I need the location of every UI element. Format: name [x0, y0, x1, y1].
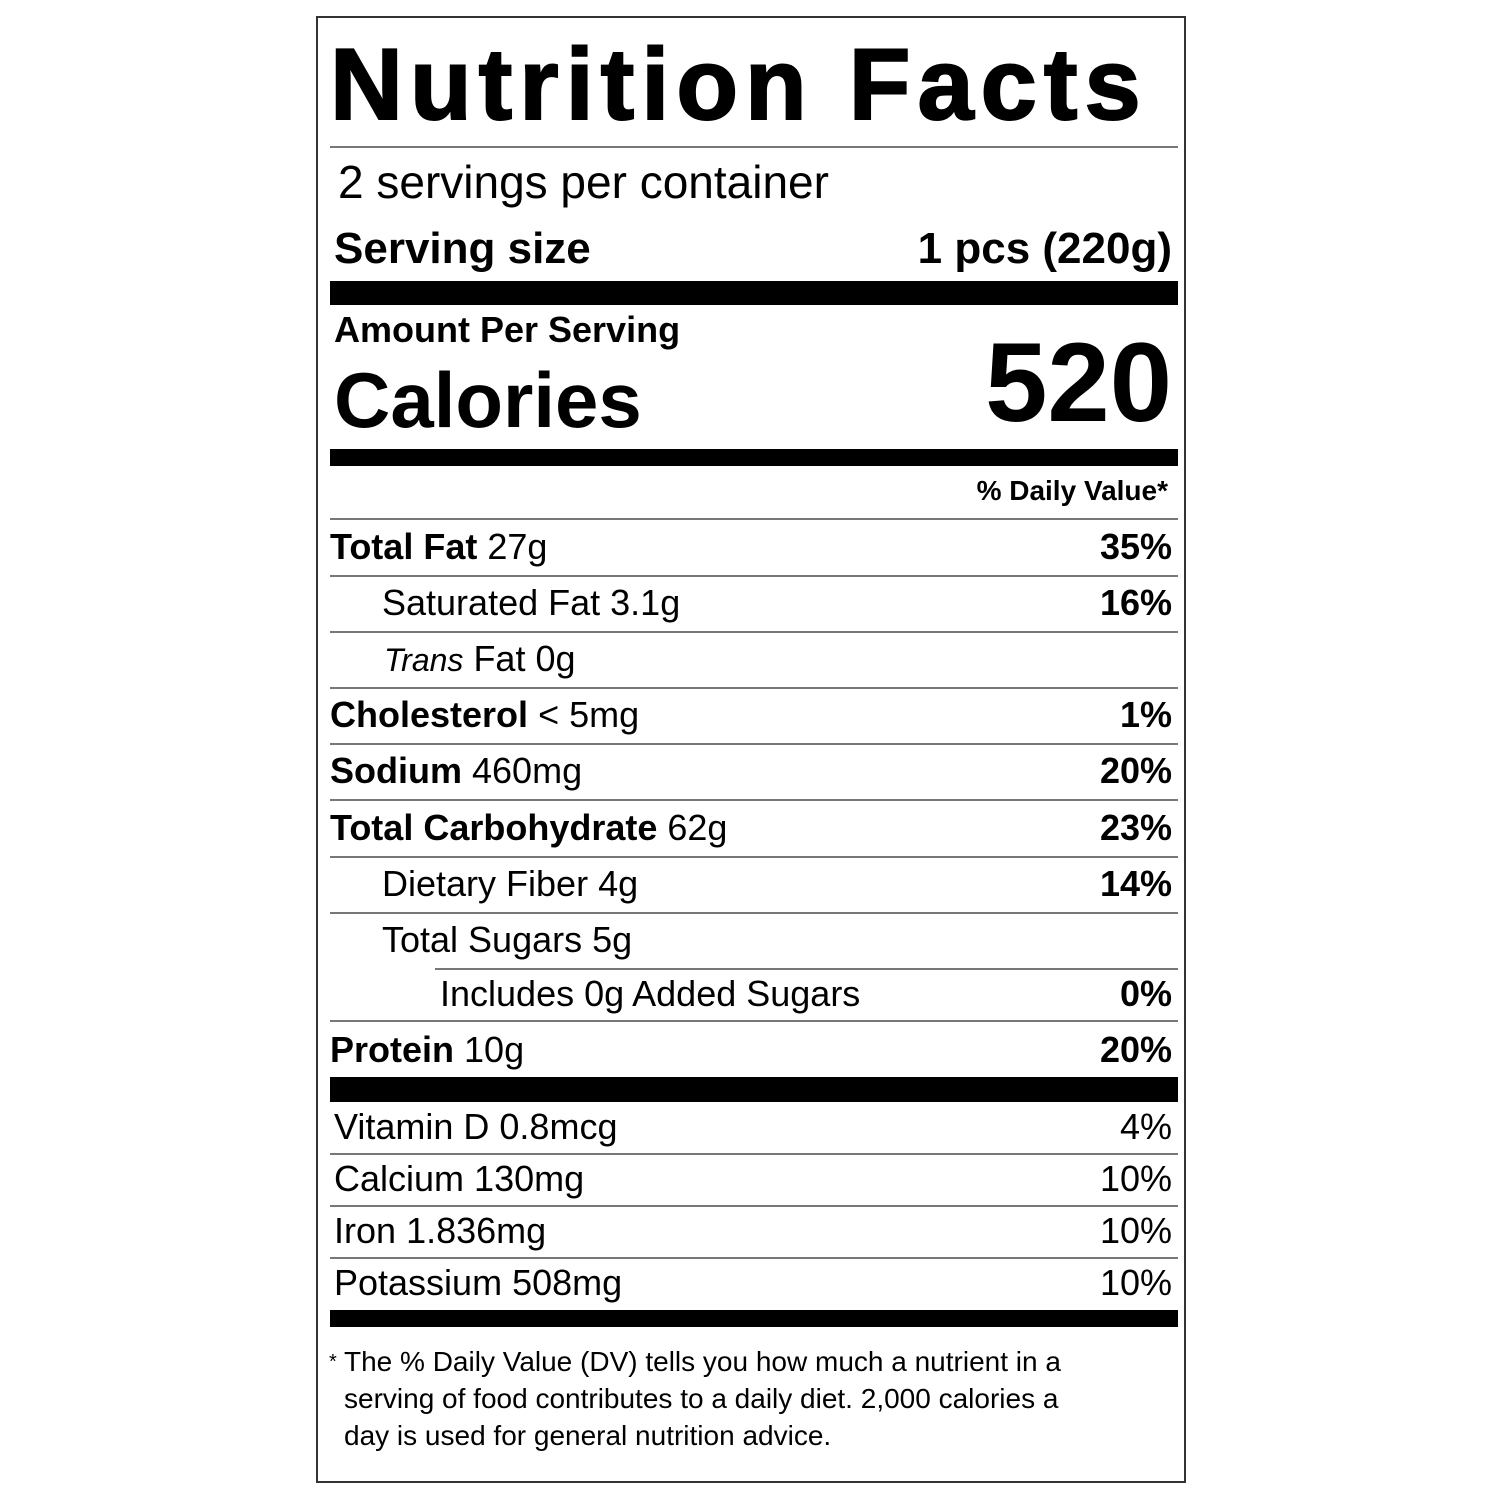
vitamin-amount: 1.836mg [406, 1210, 547, 1251]
nutrient-percent: 20% [1099, 1029, 1172, 1070]
amount-per-serving: Amount Per Serving [334, 309, 681, 350]
nutrient-percent: 1% [1119, 694, 1172, 735]
serving-size-label: Serving size [334, 224, 591, 273]
footnote-line: serving of food contributes to a daily d… [344, 1383, 1059, 1414]
divider [435, 968, 1178, 970]
vitamin-percent: 10% [1099, 1210, 1172, 1251]
footnote: The % Daily Value (DV) tells you how muc… [344, 1343, 1061, 1454]
footnote-asterisk: * [329, 1351, 337, 1373]
divider [330, 1020, 1178, 1022]
nutrient-amount: 62g [667, 807, 728, 848]
vitamin-percent: 10% [1099, 1158, 1172, 1199]
vitamin-percent: 10% [1099, 1262, 1172, 1303]
nutrient-row-sodium: Sodium 460mg 20% [330, 750, 1172, 791]
nutrient-amount: 4g [598, 863, 639, 904]
nutrient-name: Dietary Fiber [382, 863, 589, 904]
thick-divider [330, 449, 1178, 466]
nutrient-amount: < 5mg [538, 694, 640, 735]
thick-divider [330, 1077, 1178, 1102]
divider [330, 518, 1178, 520]
nutrient-percent: 14% [1099, 863, 1172, 904]
calories-label: Calories [334, 356, 642, 444]
daily-value-header: % Daily Value* [976, 475, 1168, 506]
nutrient-row-cholesterol: Cholesterol < 5mg 1% [330, 694, 1172, 735]
divider [330, 1257, 1178, 1259]
divider [330, 856, 1178, 858]
thick-divider [330, 281, 1178, 305]
vitamin-row-potassium: Potassium 508mg 10% [334, 1262, 1172, 1303]
vitamin-row-calcium: Calcium 130mg 10% [334, 1158, 1172, 1199]
divider [330, 146, 1178, 148]
nutrient-name: Protein [330, 1029, 455, 1070]
nutrient-percent: 16% [1099, 582, 1172, 623]
nutrient-percent: 35% [1099, 526, 1172, 567]
divider [330, 912, 1178, 914]
vitamin-row-iron: Iron 1.836mg 10% [334, 1210, 1172, 1251]
nutrient-amount: 10g [464, 1029, 525, 1070]
vitamin-name: Calcium [334, 1158, 465, 1199]
vitamin-name: Iron [334, 1210, 397, 1251]
nutrient-amount: 460mg [472, 750, 583, 791]
serving-size-row: Serving size 1 pcs (220g) [334, 224, 1172, 273]
nutrient-row-dietary-fiber: Dietary Fiber 4g 14% [382, 863, 1172, 904]
thick-divider [330, 1310, 1178, 1327]
nutrient-percent: 0% [1119, 973, 1172, 1014]
nutrient-name: Fat [473, 638, 526, 679]
nutrition-label-frame [316, 16, 1186, 1483]
nutrient-row-total-sugars: Total Sugars 5g [382, 919, 1172, 960]
divider [330, 575, 1178, 577]
footnote-line: The % Daily Value (DV) tells you how muc… [344, 1346, 1061, 1377]
nutrient-percent: 20% [1099, 750, 1172, 791]
vitamin-percent: 4% [1119, 1106, 1172, 1147]
footnote-line: day is used for general nutrition advice… [344, 1420, 832, 1451]
nutrient-row-added-sugars: Includes 0g Added Sugars 0% [440, 973, 1172, 1014]
nutrient-row-protein: Protein 10g 20% [330, 1029, 1172, 1070]
nutrient-amount: 3.1g [610, 582, 681, 623]
divider [330, 743, 1178, 745]
divider [330, 1205, 1178, 1207]
divider [330, 631, 1178, 633]
nutrient-name-italic: Trans [384, 642, 464, 678]
nutrient-name: Cholesterol [330, 694, 529, 735]
servings-per-container: 2 servings per container [338, 156, 829, 208]
nutrient-name: Includes 0g Added Sugars [440, 973, 861, 1014]
nutrient-amount: 27g [487, 526, 548, 567]
serving-size-value: 1 pcs (220g) [917, 224, 1172, 273]
nutrient-percent: 23% [1099, 807, 1172, 848]
vitamin-amount: 508mg [512, 1262, 623, 1303]
vitamin-name: Potassium [334, 1262, 503, 1303]
calories-value: 520 [985, 320, 1172, 445]
nutrient-row-total-carbohydrate: Total Carbohydrate 62g 23% [330, 807, 1172, 848]
nutrient-amount: 0g [535, 638, 576, 679]
nutrient-name: Total Sugars [382, 919, 583, 960]
vitamin-row-vitamin-d: Vitamin D 0.8mcg 4% [334, 1106, 1172, 1147]
divider [330, 799, 1178, 801]
nutrient-name: Total Fat [330, 526, 478, 567]
divider [330, 687, 1178, 689]
vitamin-amount: 130mg [474, 1158, 585, 1199]
nutrient-row-saturated-fat: Saturated Fat 3.1g 16% [382, 582, 1172, 623]
label-title: Nutrition Facts [329, 29, 1148, 141]
vitamin-amount: 0.8mcg [499, 1106, 618, 1147]
vitamin-name: Vitamin D [334, 1106, 490, 1147]
nutrient-row-trans-fat: Trans Fat 0g [384, 638, 1172, 679]
nutrient-name: Saturated Fat [382, 582, 601, 623]
nutrient-name: Sodium [330, 750, 462, 791]
nutrient-name: Total Carbohydrate [330, 807, 658, 848]
nutrient-amount: 5g [592, 919, 633, 960]
nutrient-row-total-fat: Total Fat 27g 35% [330, 526, 1172, 567]
divider [330, 1153, 1178, 1155]
